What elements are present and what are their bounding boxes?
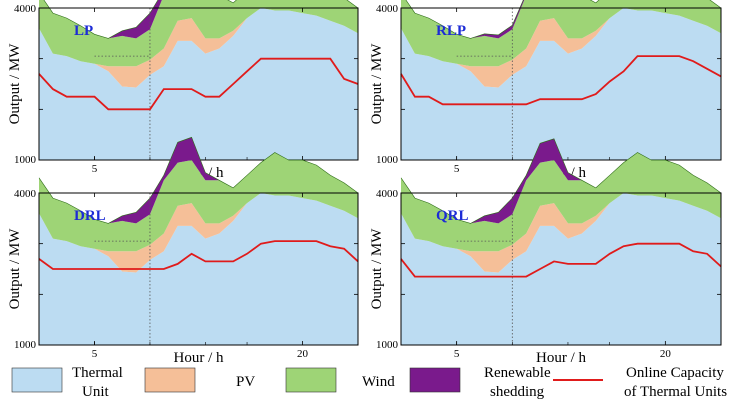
- legend-label-pv: PV: [236, 374, 255, 390]
- area-thermal: [39, 193, 358, 345]
- legend-label-shedding-line1: Renewable: [484, 365, 551, 381]
- legend-label-online-line1: Online Capacity: [626, 365, 724, 381]
- y-axis-label: Output / MW: [7, 43, 23, 125]
- x-tick-label: 5: [454, 163, 460, 175]
- panel-drl: 5 20 1000 4000 Hour / h Output / MW DRL: [7, 136, 359, 366]
- legend-label-wind: Wind: [362, 374, 395, 390]
- online-capacity-line: [38, 240, 359, 270]
- x-tick-label: 5: [92, 163, 98, 175]
- area-wind: [39, 152, 358, 252]
- area-outline: [38, 136, 359, 224]
- online-capacity-line: [400, 242, 722, 278]
- plot-frame: [400, 192, 722, 346]
- y-tick-label: 4000: [14, 3, 37, 15]
- panel-title: DRL: [74, 208, 106, 224]
- legend-label-thermal-line1: Thermal: [72, 365, 123, 381]
- online-capacity-line: [400, 55, 722, 106]
- y-tick-label: 1000: [376, 154, 399, 166]
- y-tick-label: 1000: [376, 339, 399, 351]
- online-capacity-line: [38, 57, 359, 111]
- y-axis-label: Output / MW: [369, 228, 385, 310]
- panel-title: RLP: [436, 23, 466, 39]
- y-tick-label: 4000: [376, 3, 399, 15]
- area-wind: [401, 152, 721, 252]
- legend-swatch-shedding: [409, 367, 461, 393]
- area-pv: [39, 193, 358, 273]
- area-thermal: [401, 193, 721, 345]
- x-tick-label: 5: [454, 348, 460, 360]
- area-wind: [39, 0, 358, 67]
- y-tick-label: 4000: [14, 188, 37, 200]
- area-pv: [39, 8, 358, 88]
- area-wind: [401, 0, 721, 67]
- x-axis-label: Hour / h: [536, 350, 586, 366]
- y-axis-label: Output / MW: [7, 228, 23, 310]
- y-tick-label: 4000: [376, 188, 399, 200]
- x-tick-label: 20: [660, 348, 672, 360]
- x-tick-label: 5: [92, 348, 98, 360]
- chart-panels: 5 20 1000 4000 Hour / h Output / MW LP 5 20 1000 4…: [7, 0, 722, 366]
- legend-swatch-thermal: [11, 367, 63, 393]
- panel-qrl: 5 20 1000 4000 Hour / h Output / MW QRL: [369, 138, 722, 366]
- legend-label-online-line2: of Thermal Units: [624, 384, 727, 400]
- area-outline: [400, 138, 722, 224]
- panel-title: LP: [74, 23, 93, 39]
- area-thermal: [401, 8, 721, 160]
- y-tick-label: 1000: [14, 154, 37, 166]
- area-thermal: [39, 8, 358, 160]
- legend-swatch-pv: [144, 367, 196, 393]
- y-axis-label: Output / MW: [369, 43, 385, 125]
- legend-label-thermal-line2: Unit: [82, 384, 110, 400]
- panel-title: QRL: [436, 208, 469, 224]
- area-pv: [401, 8, 721, 88]
- area-pv: [401, 193, 721, 273]
- legend-label-shedding-line2: shedding: [490, 384, 545, 400]
- area-outline: [43, 0, 359, 39]
- x-axis-label: Hour / h: [174, 350, 224, 366]
- y-tick-label: 1000: [14, 339, 37, 351]
- legend: Thermal Unit PV Wind Renewable shedding …: [11, 365, 727, 400]
- x-tick-label: 20: [297, 348, 309, 360]
- plot-frame: [38, 192, 359, 346]
- area-outline: [405, 0, 722, 39]
- legend-swatch-wind: [285, 367, 337, 393]
